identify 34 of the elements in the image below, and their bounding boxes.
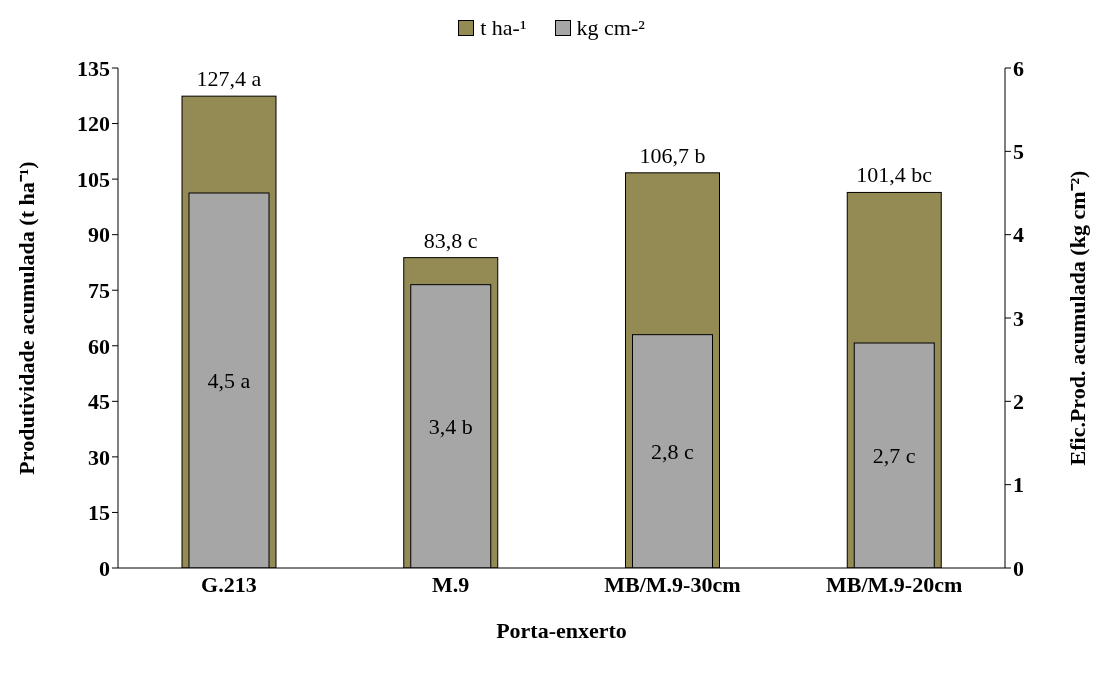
x-tick-label: G.213 xyxy=(201,571,257,597)
legend-label: kg cm-² xyxy=(575,15,645,41)
y-tick-label: 120 xyxy=(77,111,110,137)
y-tick-label: 60 xyxy=(88,333,110,359)
data-label: 4,5 a xyxy=(207,368,251,394)
data-label: 106,7 b xyxy=(639,142,706,168)
y-tick-label: 105 xyxy=(77,166,110,192)
x-tick-label: M.9 xyxy=(431,571,470,597)
y-tick-label: 45 xyxy=(88,389,110,415)
data-label: 127,4 a xyxy=(196,66,262,92)
data-label: 2,7 c xyxy=(872,443,916,469)
y-tick-label: 15 xyxy=(88,500,110,526)
y2-tick-label: 5 xyxy=(1013,139,1024,165)
y2-axis-title: Efic.Prod. acumulada (kg cm⁻²) xyxy=(1064,170,1090,466)
y-tick-label: 90 xyxy=(88,222,110,248)
y2-tick-label: 3 xyxy=(1013,305,1024,331)
data-label: 101,4 bc xyxy=(856,162,933,188)
y-tick-label: 75 xyxy=(88,278,110,304)
data-label: 2,8 c xyxy=(651,439,695,465)
y-tick-label: 30 xyxy=(88,444,110,470)
x-tick-label: MB/M.9-30cm xyxy=(604,571,741,597)
y2-tick-label: 0 xyxy=(1013,555,1024,581)
y-tick-label: 0 xyxy=(99,555,110,581)
y2-tick-label: 4 xyxy=(1013,222,1024,248)
data-label: 3,4 b xyxy=(428,414,473,440)
y2-tick-label: 1 xyxy=(1013,472,1024,498)
data-label: 83,8 c xyxy=(423,227,478,253)
legend-label: t ha-¹ xyxy=(479,15,527,41)
y-tick-label: 135 xyxy=(77,55,110,81)
y2-tick-label: 6 xyxy=(1013,55,1024,81)
y2-tick-label: 2 xyxy=(1013,389,1024,415)
x-axis-title: Porta-enxerto xyxy=(496,618,627,643)
x-tick-label: MB/M.9-20cm xyxy=(826,571,963,597)
y-axis-title: Produtividade acumulada (t ha⁻¹) xyxy=(13,161,39,475)
